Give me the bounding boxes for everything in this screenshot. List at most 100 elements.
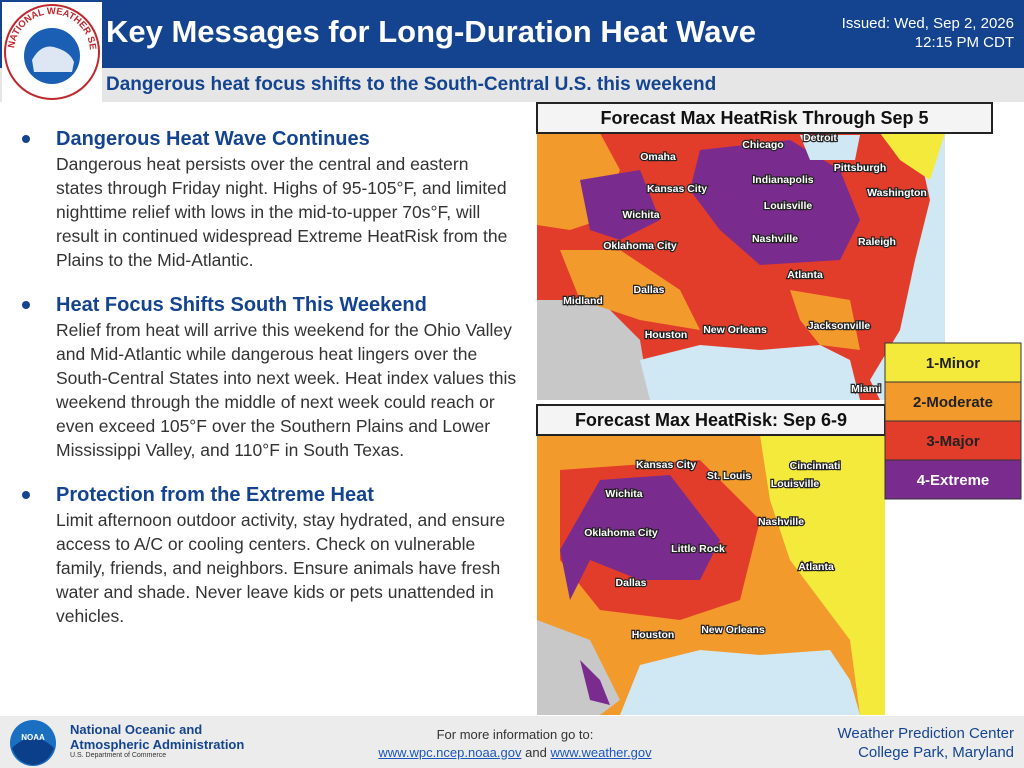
map-region (560, 475, 720, 600)
city-label: Washington (867, 187, 927, 199)
department: U.S. Department of Commerce (70, 752, 167, 759)
center: Weather Prediction Center College Park, … (838, 724, 1014, 762)
map-water (640, 345, 860, 400)
city-label: Dallas (634, 284, 665, 296)
city-label: Atlanta (787, 269, 823, 281)
map-region (560, 460, 760, 620)
message-heading: Dangerous Heat Wave Continues (56, 128, 370, 150)
message-body: Relief from heat will arrive this weeken… (56, 320, 517, 460)
map-bg (537, 133, 945, 400)
city-label: New Orleans (701, 624, 765, 636)
legend-swatch (884, 381, 1022, 422)
message: Dangerous Heat Wave Continues Dangerous h… (18, 126, 518, 272)
map-region (537, 133, 620, 230)
city-label: Omaha (640, 151, 676, 163)
city-label: Detroit (803, 132, 837, 144)
center-location: College Park, Maryland (858, 744, 1014, 761)
map-region (580, 660, 610, 705)
city-label: Pittsburgh (834, 162, 887, 174)
link-joiner: and (525, 745, 547, 760)
city-label: Wichita (605, 488, 642, 500)
map-title-box (536, 404, 886, 436)
agency-line: Atmospheric Administration (70, 737, 245, 752)
link[interactable]: www.wpc.ncep.noaa.gov (378, 745, 522, 760)
city-label: Oklahoma City (603, 240, 677, 252)
issued-time: 12:15 PM CDT (914, 34, 1014, 51)
agency-line: National Oceanic and (70, 722, 203, 737)
city-label: Cincinnati (790, 460, 841, 472)
legend-swatch (884, 420, 1022, 461)
links: www.wpc.ncep.noaa.gov and www.weather.go… (330, 744, 700, 762)
map-bg (537, 435, 885, 715)
city-label: Houston (632, 629, 675, 641)
message-body: Dangerous heat persists over the central… (56, 154, 508, 270)
message-heading: Heat Focus Shifts South This Weekend (56, 294, 427, 316)
city-label: Nashville (752, 233, 798, 245)
city-label: Dallas (616, 577, 647, 589)
message-heading: Protection from the Extreme Heat (56, 484, 374, 506)
map-region (760, 435, 885, 715)
map-title: Forecast Max HeatRisk Through Sep 5 (600, 108, 928, 128)
more-info-label: For more information go to: (436, 727, 594, 742)
city-label: Louisville (764, 200, 813, 212)
center-name: Weather Prediction Center (837, 725, 1014, 742)
city-label: Jacksonville (808, 320, 871, 332)
legend-swatch (884, 459, 1022, 500)
footer-bar (0, 716, 1024, 768)
bullet (22, 301, 30, 309)
nws-logo: NATIONAL WEATHER SERVICE (2, 2, 102, 102)
page-title: Key Messages for Long-Duration Heat Wave (106, 14, 756, 49)
map-region (790, 290, 860, 350)
link[interactable]: www.weather.gov (550, 745, 652, 760)
map-region (560, 250, 700, 330)
subtitle-bar (0, 68, 1024, 102)
subtitle: Dangerous heat focus shifts to the South… (106, 74, 717, 95)
city-label: Nashville (758, 516, 804, 528)
agency-name: National Oceanic and Atmospheric Adminis… (70, 722, 244, 752)
header-bar (0, 0, 1024, 68)
city-label: Atlanta (798, 561, 834, 573)
map-title: Forecast Max HeatRisk: Sep 6-9 (575, 410, 847, 430)
key-messages: Dangerous Heat Wave Continues Dangerous h… (18, 126, 518, 648)
message-body: Limit afternoon outdoor activity, stay h… (56, 510, 506, 626)
noaa-logo-text: NOAA (21, 733, 45, 742)
city-label: St. Louis (707, 470, 751, 482)
map-region (880, 133, 945, 180)
city-label: Chicago (742, 139, 783, 151)
bullet (22, 491, 30, 499)
noaa-wave (12, 738, 54, 765)
issued-date: Issued: Wed, Sep 2, 2026 (841, 15, 1014, 32)
logo-cloud (32, 46, 74, 72)
more-info: For more information go to: www.wpc.ncep… (330, 726, 700, 762)
issued: Issued: Wed, Sep 2, 2026 12:15 PM CDT (842, 14, 1014, 52)
map-water (800, 135, 860, 160)
map-title-box (536, 102, 993, 134)
message: Heat Focus Shifts South This Weekend Reli… (18, 292, 518, 462)
city-label: New Orleans (703, 324, 767, 336)
map-mexico (537, 300, 650, 400)
city-label: Oklahoma City (584, 527, 658, 539)
city-label: Wichita (622, 209, 659, 221)
city-label: Miami (851, 383, 881, 395)
map-water (620, 650, 860, 715)
legend-label: 3-Major (926, 433, 980, 450)
legend-swatch (884, 342, 1022, 383)
city-label: Louisville (771, 478, 820, 490)
city-label: Little Rock (671, 543, 725, 555)
legend-label: 2-Moderate (913, 394, 993, 411)
city-label: Houston (645, 329, 688, 341)
legend-label: 4-Extreme (917, 472, 990, 489)
map-mexico (537, 620, 620, 715)
legend-label: 1-Minor (926, 355, 980, 372)
city-label: Kansas City (636, 459, 696, 471)
message: Protection from the Extreme Heat Limit af… (18, 482, 518, 628)
map-region (580, 170, 660, 240)
map-region (690, 140, 860, 265)
city-label: Raleigh (858, 236, 896, 248)
noaa-logo: NOAA (10, 720, 56, 766)
bullet (22, 135, 30, 143)
city-label: Indianapolis (752, 174, 813, 186)
city-label: Midland (563, 295, 603, 307)
city-label: Kansas City (647, 183, 707, 195)
